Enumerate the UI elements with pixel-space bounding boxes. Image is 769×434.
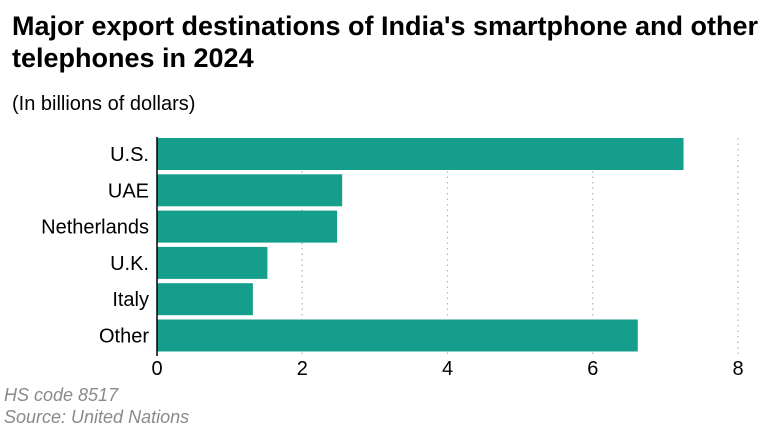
bar: [157, 210, 338, 243]
x-tick-label: 6: [587, 358, 598, 380]
category-label: U.K.: [110, 253, 149, 275]
source-note: Source: United Nations: [4, 407, 190, 427]
category-label: Italy: [112, 289, 149, 311]
x-tick-label: 4: [442, 358, 453, 380]
category-label: Other: [99, 326, 149, 348]
bar: [157, 174, 343, 207]
category-label: Netherlands: [41, 217, 149, 239]
x-tick-labels: 0 2 4 6 8: [151, 358, 743, 380]
bar: [157, 319, 638, 352]
category-label: UAE: [108, 180, 149, 202]
bar: [157, 283, 253, 316]
hs-code-note: HS code 8517: [4, 385, 119, 405]
bars: [157, 138, 684, 352]
bar: [157, 138, 684, 170]
x-tick-label: 2: [297, 358, 308, 380]
category-labels: U.S. UAE Netherlands U.K. Italy Other: [41, 144, 149, 348]
x-tick-label: 8: [732, 358, 743, 380]
bar: [157, 246, 268, 279]
x-tick-label: 0: [151, 358, 162, 380]
chart-title: Major export destinations of India's sma…: [12, 11, 759, 73]
category-label: U.S.: [110, 144, 149, 166]
chart-subtitle: (In billions of dollars): [12, 93, 196, 115]
